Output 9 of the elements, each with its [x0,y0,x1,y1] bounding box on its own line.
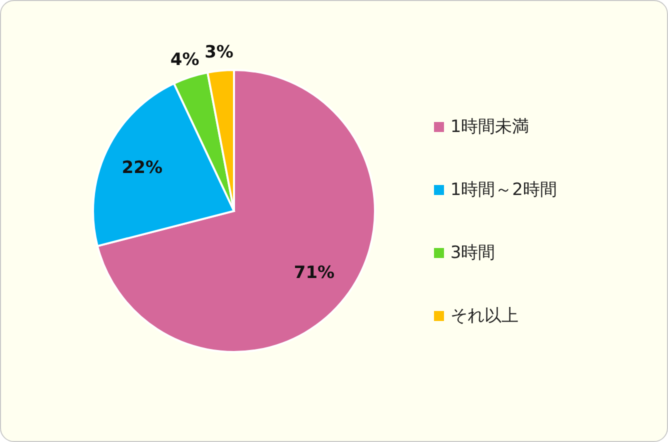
legend-label: それ以上 [450,305,518,327]
legend-label: 3時間 [450,242,496,264]
legend-label: 1時間未満 [450,116,530,138]
data-label: 4% [170,50,200,70]
pie-slice [96,69,376,353]
data-label: 22% [122,158,162,178]
data-label: 71% [294,263,335,284]
legend-label: 1時間～2時間 [450,179,557,201]
data-label: 3% [204,42,234,63]
